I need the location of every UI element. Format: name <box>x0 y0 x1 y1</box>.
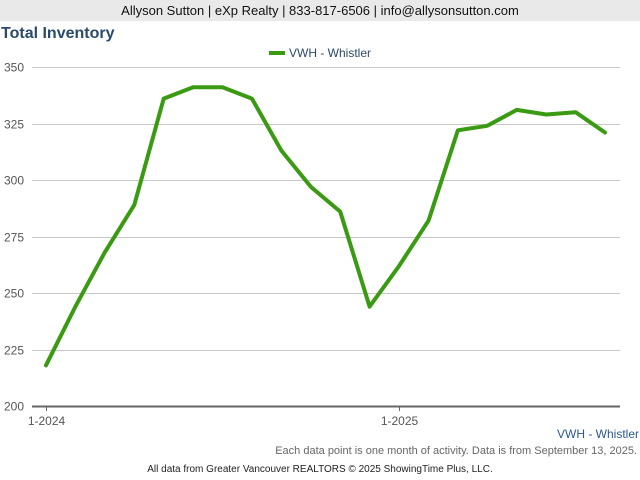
y-tick-label: 300 <box>4 174 24 188</box>
contact-header: Allyson Sutton | eXp Realty | 833-817-65… <box>0 0 640 21</box>
copyright-footer: All data from Greater Vancouver REALTORS… <box>147 464 493 475</box>
y-tick-label: 325 <box>4 118 24 132</box>
series-line <box>44 85 607 368</box>
data-note: Each data point is one month of activity… <box>275 445 637 457</box>
y-tick-label: 250 <box>4 287 24 301</box>
legend-swatch <box>269 50 285 55</box>
chart-title: Total Inventory <box>1 25 115 42</box>
series-label: VWH - Whistler <box>557 427 639 441</box>
y-tick-label: 275 <box>4 231 24 245</box>
legend-label: VWH - Whistler <box>289 46 371 60</box>
y-tick-label: 350 <box>4 61 24 75</box>
y-tick-label: 200 <box>4 400 24 414</box>
legend: VWH - Whistler <box>0 46 640 60</box>
y-tick-label: 225 <box>4 344 24 358</box>
x-tick-label: 1-2025 <box>381 414 419 428</box>
x-tick-label: 1-2024 <box>28 414 66 428</box>
